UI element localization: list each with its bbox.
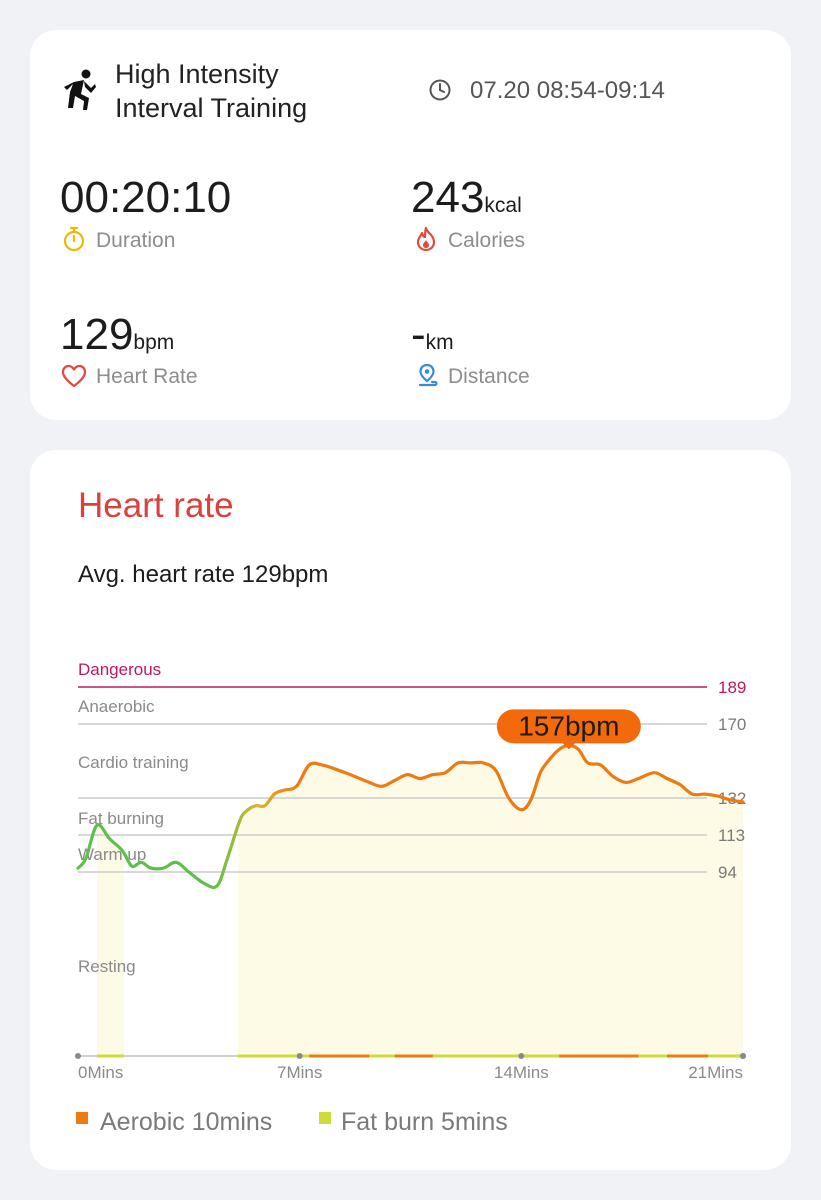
x-tick-dot bbox=[518, 1053, 525, 1059]
zone-label: Cardio training bbox=[78, 753, 189, 772]
workout-summary-card: High Intensity Interval Training 07.20 0… bbox=[30, 30, 791, 420]
aerobic-legend-label: Aerobic 10mins bbox=[100, 1108, 273, 1136]
flame-icon bbox=[416, 226, 436, 252]
distance-unit: km bbox=[425, 331, 454, 354]
x-axis-end-dot bbox=[740, 1053, 746, 1059]
zone-label: Anaerobic bbox=[78, 697, 155, 716]
distance-label: Distance bbox=[448, 365, 530, 388]
peak-tooltip-label: 157bpm bbox=[518, 710, 619, 741]
fat-burn-legend-swatch bbox=[319, 1112, 331, 1124]
heart-rate-card: Heart rate Avg. heart rate 129bpm Danger… bbox=[30, 450, 791, 1170]
duration-value: 00:20:10 bbox=[60, 173, 232, 222]
heart-rate-chart: Dangerous 189 Anaerobic 170 Cardio training 1… bbox=[75, 660, 746, 1082]
x-tick-dot bbox=[296, 1053, 303, 1059]
x-tick-label: 0Mins bbox=[78, 1063, 123, 1082]
workout-time-range: 07.20 08:54-09:14 bbox=[470, 77, 665, 104]
heart-rate-line bbox=[76, 743, 745, 889]
zone-label: Fat burning bbox=[78, 809, 164, 828]
heart-icon bbox=[61, 364, 87, 388]
average-heart-rate: Avg. heart rate 129bpm bbox=[78, 561, 329, 588]
x-tick-label: 21Mins bbox=[688, 1063, 743, 1082]
duration-metric: 00:20:10 bbox=[60, 176, 231, 220]
x-tick-dot bbox=[75, 1053, 81, 1059]
workout-title: High Intensity Interval Training bbox=[115, 57, 307, 125]
heart-rate-label: Heart Rate bbox=[96, 365, 198, 388]
aerobic-legend-swatch bbox=[76, 1112, 88, 1124]
heart-rate-unit: bpm bbox=[133, 331, 175, 354]
running-person-icon bbox=[64, 69, 96, 110]
x-tick-label: 7Mins bbox=[277, 1063, 322, 1082]
zone-label: Resting bbox=[78, 957, 136, 976]
heart-rate-value: 129 bbox=[60, 310, 134, 359]
location-pin-icon bbox=[418, 363, 438, 387]
peak-tooltip-bubble bbox=[496, 709, 641, 744]
calories-value: 243 bbox=[411, 173, 485, 222]
x-tick-label: 14Mins bbox=[494, 1063, 549, 1082]
distance-metric: -km bbox=[411, 313, 454, 357]
zone-threshold-label: 113 bbox=[718, 826, 745, 845]
heart-rate-title: Heart rate bbox=[78, 486, 234, 525]
zone-threshold-label: 94 bbox=[718, 863, 737, 882]
workout-title-line1: High Intensity bbox=[115, 59, 279, 89]
peak-tooltip-pointer bbox=[561, 742, 576, 750]
fat-burn-legend-label: Fat burn 5mins bbox=[341, 1108, 508, 1136]
zone-threshold-label: 132 bbox=[718, 789, 746, 808]
zone-label: Warm up bbox=[78, 845, 146, 864]
zone-label: Dangerous bbox=[78, 660, 161, 679]
zone-threshold-label: 170 bbox=[718, 715, 746, 734]
clock-icon bbox=[429, 79, 451, 101]
zone-threshold-label: 189 bbox=[718, 678, 746, 697]
stopwatch-icon bbox=[63, 226, 85, 252]
duration-label: Duration bbox=[96, 229, 176, 252]
distance-value: - bbox=[411, 310, 426, 359]
heart-rate-area bbox=[97, 745, 743, 1056]
workout-title-line2: Interval Training bbox=[115, 93, 308, 123]
heart-rate-metric: 129bpm bbox=[60, 313, 174, 357]
calories-metric: 243kcal bbox=[411, 176, 522, 220]
calories-label: Calories bbox=[448, 229, 526, 252]
calories-unit: kcal bbox=[484, 194, 522, 217]
